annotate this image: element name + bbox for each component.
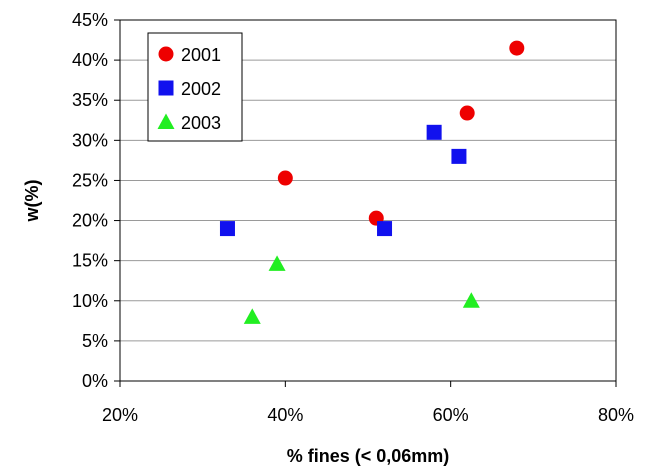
- legend-label-2003: 2003: [181, 113, 221, 133]
- x-axis-ticks: 20% 40% 60% 80%: [102, 381, 634, 425]
- y-tick-label: 20%: [72, 211, 108, 231]
- data-point-2002: [377, 221, 393, 237]
- legend-marker-2003: [157, 113, 175, 129]
- legend-label-2002: 2002: [181, 79, 221, 99]
- data-point-2003: [243, 308, 261, 324]
- data-point-2002: [219, 221, 235, 237]
- x-tick-label: 40%: [267, 405, 303, 425]
- x-tick-label: 20%: [102, 405, 138, 425]
- y-tick-label: 40%: [72, 50, 108, 70]
- y-tick-label: 25%: [72, 170, 108, 190]
- data-point-2001: [509, 40, 525, 56]
- data-point-2003: [268, 255, 286, 271]
- plot-area-frame: [119, 19, 617, 382]
- data-point-2001: [277, 170, 293, 186]
- data-point-2001: [459, 105, 475, 121]
- y-tick-label: 45%: [72, 10, 108, 30]
- x-tick-label: 80%: [598, 405, 634, 425]
- y-tick-label: 35%: [72, 90, 108, 110]
- data-point-2003: [462, 292, 480, 308]
- x-axis-label: % fines (< 0,06mm): [287, 446, 450, 466]
- data-point-2002: [451, 148, 467, 164]
- legend-marker-2002: [158, 80, 174, 96]
- data-points: [219, 40, 525, 324]
- y-tick-label: 5%: [82, 331, 108, 351]
- y-axis-ticks: 0% 5% 10% 15% 20% 25% 30% 35% 40% 45%: [72, 10, 120, 391]
- data-point-2002: [426, 124, 442, 140]
- legend-label-2001: 2001: [181, 45, 221, 65]
- legend: 2001 2002 2003: [147, 32, 243, 142]
- y-tick-label: 0%: [82, 371, 108, 391]
- y-tick-label: 10%: [72, 291, 108, 311]
- x-tick-label: 60%: [433, 405, 469, 425]
- y-tick-label: 30%: [72, 130, 108, 150]
- y-axis-label: w(%): [22, 180, 42, 223]
- legend-marker-2001: [158, 46, 174, 62]
- y-tick-label: 15%: [72, 251, 108, 271]
